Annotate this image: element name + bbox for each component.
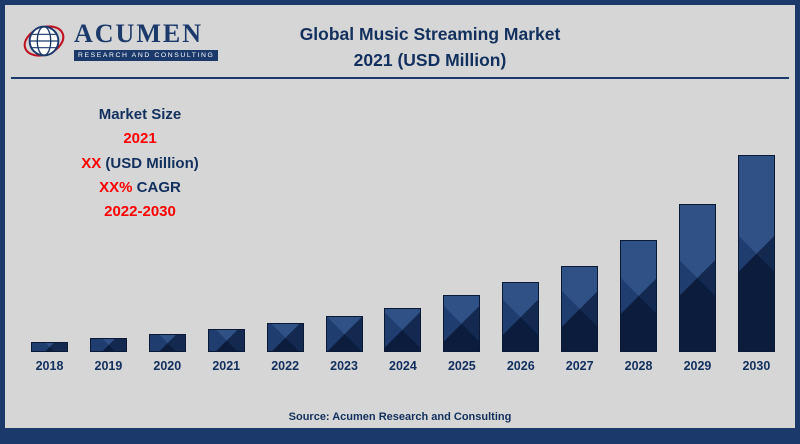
bar-chart: 2018 2019 2020 2021 2022 2023 2024 2025 2026 2027… <box>21 138 785 373</box>
bottom-border-strip <box>5 428 795 439</box>
x-axis-label: 2030 <box>742 359 771 373</box>
market-size-label: Market Size <box>98 106 182 123</box>
logo-tagline: RESEARCH AND CONSULTING <box>74 50 219 61</box>
bar-column: 2018 <box>21 342 78 373</box>
bar-2026 <box>502 282 540 352</box>
bar-column: 2020 <box>139 334 196 373</box>
forecast-period: 2022-2030 <box>104 203 176 221</box>
bar-2027 <box>561 266 599 352</box>
bar-2029 <box>678 204 716 352</box>
bar-2018 <box>31 342 68 352</box>
bar-column: 2025 <box>433 295 490 373</box>
bar-2022 <box>266 323 304 352</box>
cagr-masked: XX% <box>99 178 133 196</box>
x-axis-label: 2028 <box>624 359 653 373</box>
x-axis-label: 2021 <box>212 359 241 373</box>
x-axis-label: 2019 <box>94 359 123 373</box>
bar-column: 2019 <box>80 338 137 373</box>
bar-2023 <box>325 316 363 352</box>
x-axis-label: 2029 <box>683 359 712 373</box>
market-value-unit: (USD Million) <box>101 154 199 172</box>
header-divider <box>11 77 789 79</box>
cagr-line: XX% CAGR <box>33 176 247 200</box>
base-year: 2021 <box>123 130 157 148</box>
x-axis-label: 2022 <box>271 359 300 373</box>
bar-column: 2022 <box>257 323 314 373</box>
bar-2019 <box>89 338 127 352</box>
bar-column: 2029 <box>669 204 726 373</box>
x-axis-label: 2018 <box>35 359 64 373</box>
market-value-line: XX (USD Million) <box>33 152 247 176</box>
bar-column: 2027 <box>551 266 608 373</box>
market-info-block: Market Size 2021 XX (USD Million) XX% CA… <box>33 103 247 224</box>
chart-title: Global Music Streaming Market 2021 (USD … <box>65 21 795 74</box>
x-axis-label: 2023 <box>330 359 358 373</box>
logo-text: ACUMEN RESEARCH AND CONSULTING <box>74 19 219 61</box>
market-value-masked: XX <box>81 154 102 172</box>
bar-2025 <box>443 295 481 352</box>
x-axis-label: 2025 <box>447 359 476 373</box>
x-axis-label: 2020 <box>153 359 182 373</box>
bar-2028 <box>620 240 658 352</box>
bar-column: 2030 <box>728 155 785 373</box>
bar-column: 2024 <box>374 308 431 373</box>
x-axis-label: 2024 <box>389 359 417 373</box>
bar-column: 2028 <box>610 240 667 373</box>
bar-2024 <box>384 308 422 352</box>
bar-2030 <box>737 155 775 352</box>
logo-brand: ACUMEN <box>74 19 203 48</box>
cagr-label: CAGR <box>132 178 181 196</box>
bar-column: 2023 <box>316 316 373 373</box>
source-note: Source: Acumen Research and Consulting <box>288 411 512 423</box>
globe-icon <box>23 25 65 57</box>
bar-2021 <box>207 329 245 352</box>
x-axis-label: 2026 <box>506 359 535 373</box>
chart-title-line2: 2021 (USD Million) <box>353 50 507 71</box>
chart-title-line1: Global Music Streaming Market <box>299 24 561 44</box>
logo: ACUMEN RESEARCH AND CONSULTING <box>21 18 219 64</box>
bar-column: 2021 <box>198 329 255 373</box>
bar-column: 2026 <box>492 282 549 373</box>
bar-2020 <box>148 334 186 352</box>
x-axis-label: 2027 <box>565 359 594 373</box>
